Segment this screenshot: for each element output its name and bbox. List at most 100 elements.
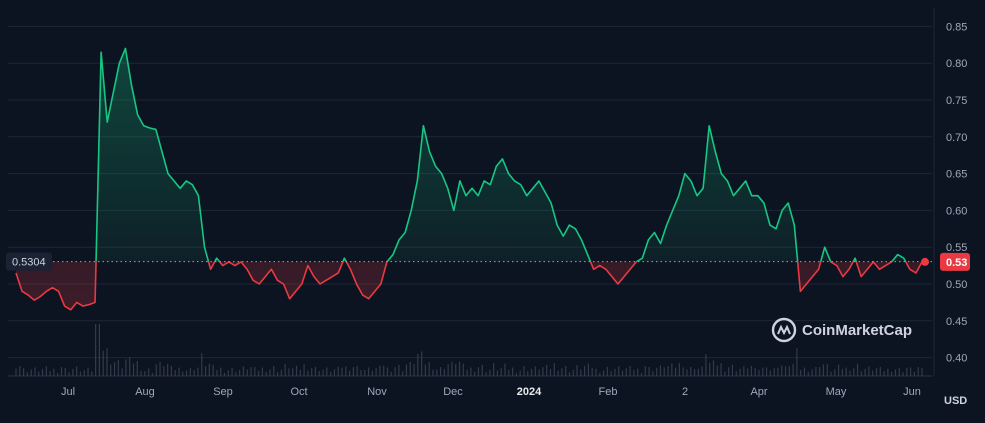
x-tick-label: 2 (682, 386, 688, 398)
volume-bar (79, 371, 82, 376)
volume-bar (201, 353, 203, 376)
volume-bar (167, 363, 169, 376)
volume-bar (731, 364, 734, 376)
volume-bar (295, 365, 298, 376)
volume-bar (743, 366, 745, 376)
volume-bar (307, 370, 309, 376)
volume-bar (113, 362, 116, 376)
volume-bar (390, 371, 392, 376)
volume-bar (220, 367, 222, 376)
volume-bar (394, 367, 396, 376)
x-axis: Jul Aug Sep Oct Nov Dec 2024 Feb 2 Apr May Jun (61, 386, 921, 398)
reference-value-label: 0.5304 (12, 257, 46, 269)
volume-bar (371, 370, 373, 376)
volume-bar (405, 364, 408, 376)
volume-bar (22, 368, 25, 376)
volume-bar (773, 368, 775, 376)
volume-bar (106, 348, 108, 376)
volume-bar (311, 368, 313, 376)
volume-bar (170, 365, 173, 376)
volume-bar (417, 353, 419, 376)
volume-bar (235, 372, 237, 376)
volume-bar (379, 365, 381, 376)
volume-bar (584, 366, 586, 376)
volume-bar (822, 364, 825, 376)
volume-bar (739, 368, 741, 376)
volume-bar (629, 365, 631, 376)
y-tick-label: 0.45 (946, 316, 967, 328)
volume-bar (803, 367, 806, 376)
volume-bar (834, 369, 836, 376)
volume-bar (553, 363, 555, 376)
volume-bar (185, 370, 188, 376)
volume-bar (443, 369, 445, 376)
volume-bar (386, 367, 389, 376)
volume-bar (159, 362, 161, 376)
volume-bar (811, 369, 813, 376)
volume-bar (462, 363, 464, 376)
price-line-up (95, 47, 922, 262)
volume-bar (747, 368, 749, 376)
volume-bar (117, 359, 119, 376)
y-axis: 0.85 0.80 0.75 0.70 0.65 0.60 0.55 0.50 0.45 0.40 (946, 21, 967, 364)
volume-bar (178, 367, 180, 376)
volume-bar (26, 372, 28, 376)
volume-bar (383, 365, 385, 376)
volume-bar (565, 365, 567, 376)
volume-bar (697, 368, 699, 376)
volume-bar (712, 360, 715, 376)
volume-bar (595, 368, 597, 376)
y-tick-label: 0.55 (946, 242, 967, 254)
volume-bar (189, 368, 191, 376)
volume-bar (845, 367, 847, 376)
volume-bar (667, 366, 669, 376)
volume-bar (674, 367, 677, 376)
volume-bar (125, 359, 127, 376)
volume-bar (45, 366, 47, 376)
volume-bar (538, 369, 540, 376)
current-price-badge (940, 252, 970, 271)
y-tick-label: 0.85 (946, 21, 967, 33)
volume-bar (250, 367, 252, 376)
volume-bar (30, 369, 32, 376)
volume-bar (591, 367, 593, 376)
volume-bar (796, 348, 798, 376)
volume-bar (292, 368, 294, 376)
volume-bar (807, 371, 809, 376)
volume-bar (758, 370, 760, 376)
volume-bar (314, 367, 317, 376)
volume-bar (144, 370, 146, 376)
volume-bar (819, 366, 821, 376)
volume-bar (409, 362, 411, 376)
volume-bar (466, 370, 468, 376)
volume-bar (231, 368, 233, 376)
volume-bar (875, 368, 878, 376)
volume-bar (216, 370, 218, 376)
x-tick-label: Jul (61, 386, 75, 398)
volume-bar (891, 371, 893, 376)
volume-bar (519, 370, 521, 376)
price-area-up (96, 48, 906, 262)
volume-bar (242, 366, 245, 376)
volume-bar (49, 371, 51, 376)
volume-bar (284, 364, 286, 376)
volume-bar (788, 366, 790, 376)
volume-bar (709, 362, 711, 376)
volume-bar (561, 368, 563, 376)
volume-bar (258, 371, 260, 376)
volume-bar (849, 370, 851, 376)
volume-bar (728, 367, 730, 376)
reference-value-badge (6, 252, 52, 271)
volume-bar (276, 372, 279, 376)
volume-bar (398, 364, 400, 376)
volume-bar (132, 363, 135, 376)
volume-bar (64, 368, 66, 376)
volume-bar (87, 367, 89, 376)
volume-bar (500, 368, 502, 376)
volume-bar (60, 367, 63, 376)
volume-bar (83, 369, 85, 376)
volume-bar (303, 364, 305, 376)
volume-bar (701, 366, 703, 376)
volume-bar (239, 369, 241, 376)
volume-bar (838, 364, 840, 376)
